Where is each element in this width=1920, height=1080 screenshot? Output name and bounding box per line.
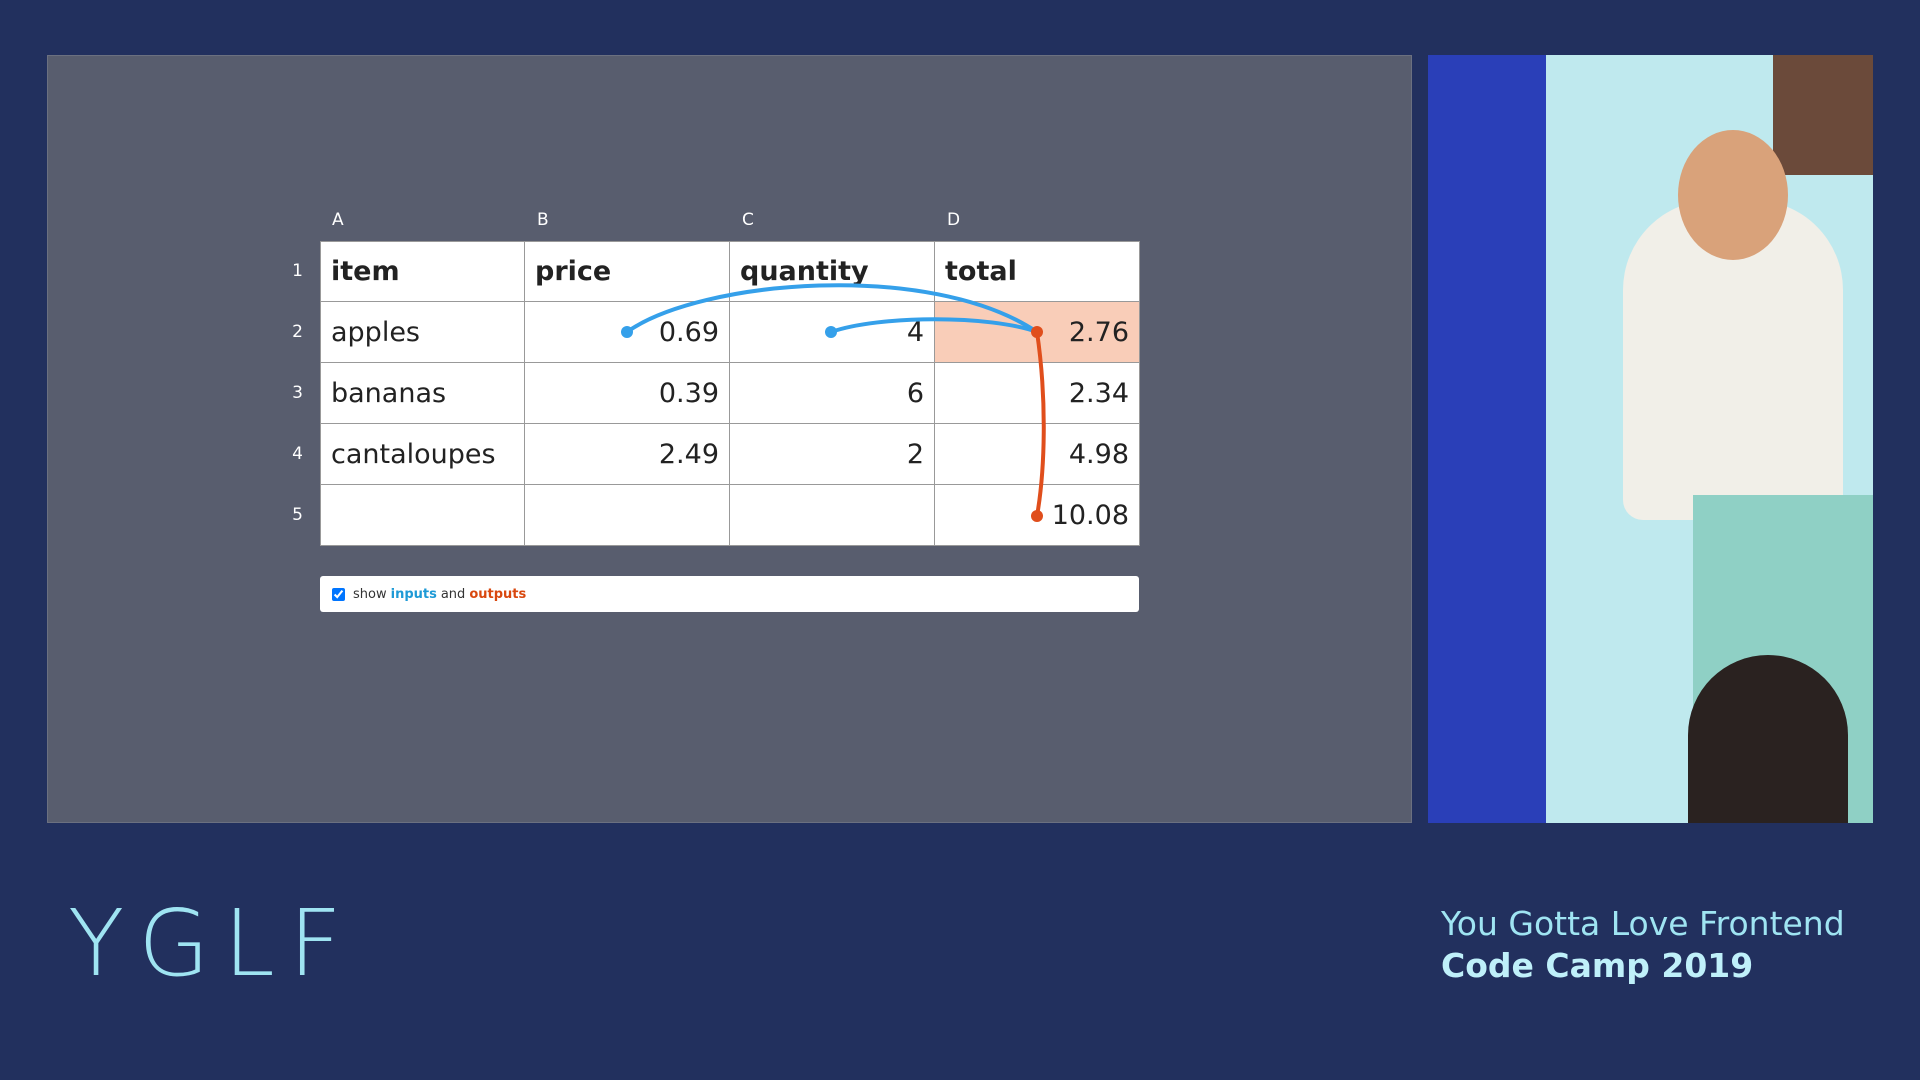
column-header: C — [742, 210, 754, 230]
cell: 0.39 — [525, 363, 730, 424]
inputs-label: inputs — [390, 586, 437, 602]
cell: cantaloupes — [320, 424, 525, 485]
outputs-label: outputs — [469, 586, 527, 602]
cell: 2 — [730, 424, 935, 485]
toggle-checkbox[interactable] — [332, 587, 345, 601]
toggle-bar: show inputs and outputs — [320, 576, 1139, 612]
logo: YGLF — [68, 890, 356, 997]
cell: 2.34 — [935, 363, 1140, 424]
cell: 10.08 — [935, 485, 1140, 546]
column-header: A — [332, 210, 344, 230]
cell: item — [320, 241, 525, 302]
column-header: D — [947, 210, 961, 230]
toggle-text: show — [353, 586, 387, 602]
cell — [730, 485, 935, 546]
cell: bananas — [320, 363, 525, 424]
row-number: 4 — [292, 444, 303, 464]
cell: 4 — [730, 302, 935, 363]
cell: 6 — [730, 363, 935, 424]
event-edition: Code Camp 2019 — [1441, 946, 1754, 985]
cell: apples — [320, 302, 525, 363]
speaker-head — [1678, 130, 1788, 260]
wall — [1773, 55, 1873, 175]
row-number: 3 — [292, 383, 303, 403]
cell — [525, 485, 730, 546]
cell: 4.98 — [935, 424, 1140, 485]
column-header: B — [537, 210, 549, 230]
cell — [320, 485, 525, 546]
cell: 2.49 — [525, 424, 730, 485]
row-number: 5 — [292, 505, 303, 525]
cell: 2.76 — [935, 302, 1140, 363]
cell: quantity — [730, 241, 935, 302]
cell: total — [935, 241, 1140, 302]
cell: 0.69 — [525, 302, 730, 363]
cell: price — [525, 241, 730, 302]
row-number: 1 — [292, 261, 303, 281]
audience — [1688, 655, 1848, 823]
speaker-video — [1428, 55, 1873, 823]
event-name: You Gotta Love Frontend — [1441, 904, 1845, 943]
row-number: 2 — [292, 322, 303, 342]
toggle-text: and — [440, 586, 466, 602]
